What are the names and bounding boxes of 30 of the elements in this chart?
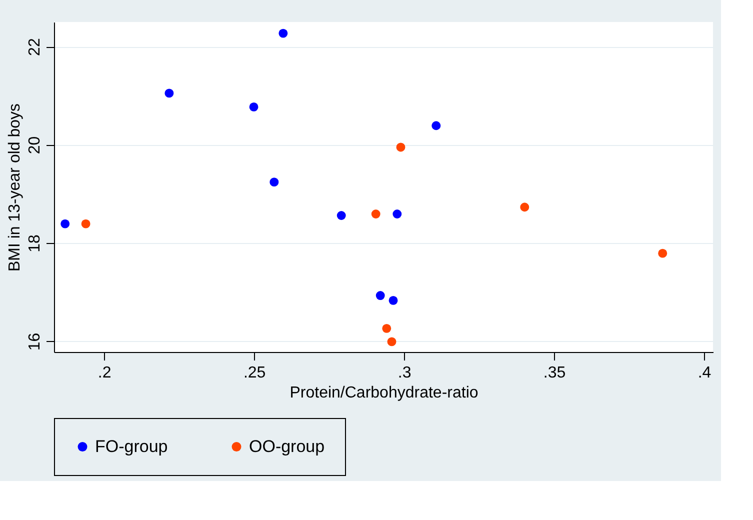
point (382, 324, 392, 333)
x-axis-title: Protein/Carbohydrate-ratio (290, 384, 478, 402)
point (60, 219, 70, 228)
x-tick-label: .25 (243, 364, 266, 382)
point (392, 210, 402, 218)
x-tick-label: .35 (543, 364, 566, 382)
x-tick-label: .4 (698, 364, 712, 382)
x-tick-label: .2 (98, 364, 112, 382)
point (249, 102, 258, 112)
point (164, 88, 174, 98)
point (376, 291, 385, 300)
point (432, 121, 441, 130)
y-axis-title: BMI in 13-year old boys (6, 103, 24, 272)
point (396, 142, 406, 152)
y-tick-label: 22 (26, 38, 44, 56)
point (336, 211, 346, 220)
x-tick-label: .3 (398, 364, 412, 382)
point (658, 248, 668, 258)
y-tick-label: 18 (26, 234, 44, 252)
point (278, 28, 288, 38)
point (387, 337, 396, 346)
y-tick-label: 16 (26, 332, 44, 351)
point (81, 219, 90, 228)
point (388, 296, 398, 305)
y-tick-label: 20 (26, 136, 44, 154)
point (270, 178, 279, 187)
legend-label: OO-group (249, 436, 325, 456)
point (371, 210, 380, 218)
legend-label: FO-group (95, 436, 168, 456)
point (520, 202, 530, 212)
